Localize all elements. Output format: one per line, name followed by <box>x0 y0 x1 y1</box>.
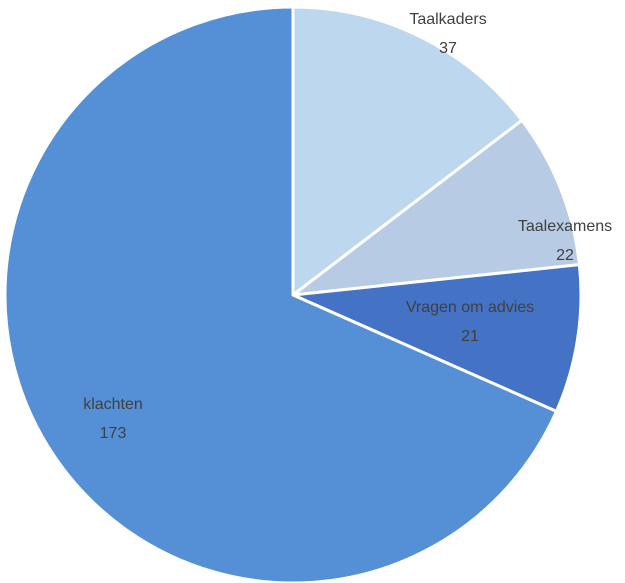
slice-label: Vragen om advies <box>406 299 534 316</box>
slice-label: klachten <box>83 396 143 413</box>
pie-slice <box>3 5 558 583</box>
slice-value: 21 <box>461 328 479 345</box>
slice-value: 37 <box>439 40 457 57</box>
slice-value: 22 <box>556 247 574 264</box>
slice-label: Taalkaders <box>409 11 486 28</box>
slice-label: Taalexamens <box>518 218 612 235</box>
pie-slice <box>291 263 583 413</box>
pie-slice <box>291 5 524 297</box>
slice-value: 173 <box>100 425 127 442</box>
pie-slice <box>291 118 581 297</box>
